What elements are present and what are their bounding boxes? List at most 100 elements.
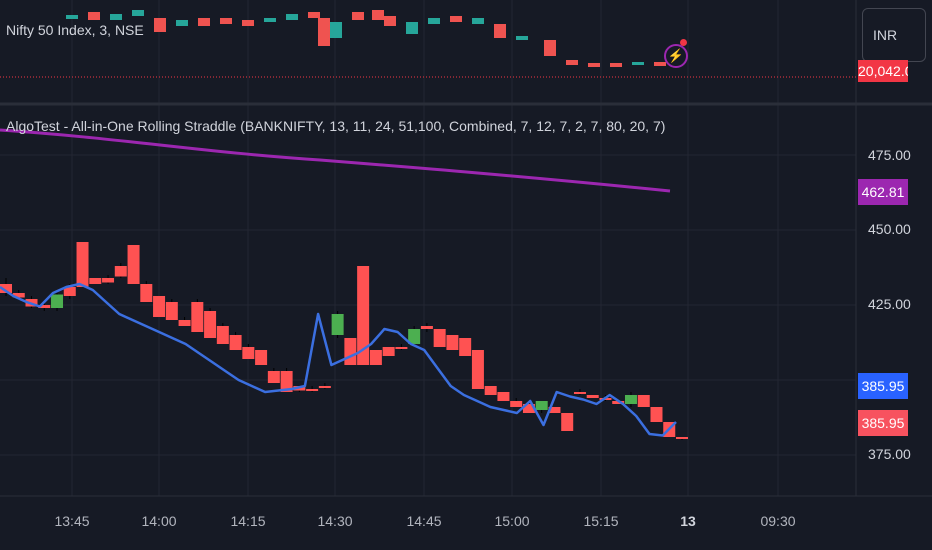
straddle-candle xyxy=(612,401,625,404)
straddle-candle xyxy=(0,284,12,293)
straddle-candle xyxy=(344,338,357,365)
lightning-icon[interactable]: ⚡ xyxy=(664,44,688,68)
straddle-candle xyxy=(624,395,637,404)
straddle-candle xyxy=(318,386,331,388)
nifty-candle xyxy=(566,60,578,65)
x-tick-label: 13 xyxy=(680,513,696,529)
nifty-candle xyxy=(286,14,298,20)
nifty-candle xyxy=(176,20,188,26)
nifty-candle xyxy=(450,16,462,22)
straddle-candle xyxy=(204,311,217,338)
currency-button[interactable]: INR xyxy=(862,8,926,62)
sma-path xyxy=(0,128,671,193)
straddle-candle xyxy=(63,287,76,296)
nifty-pane-title[interactable]: Nifty 50 Index, 3, NSE xyxy=(6,22,144,38)
straddle-candle xyxy=(459,338,472,356)
straddle-candle xyxy=(216,326,229,344)
nifty-candle xyxy=(220,18,232,24)
nifty-candle xyxy=(154,18,166,32)
straddle-candle xyxy=(548,407,561,413)
straddle-candle xyxy=(573,392,586,394)
x-tick-label: 14:30 xyxy=(317,513,353,529)
nifty-candle xyxy=(330,22,342,38)
straddle-candle xyxy=(433,329,446,347)
straddle-candle xyxy=(140,284,153,302)
straddle-price-tag: 385.95 xyxy=(858,373,908,399)
straddle-candle xyxy=(369,350,382,365)
straddle-candle xyxy=(420,326,433,329)
x-tick-label: 15:00 xyxy=(494,513,530,529)
nifty-candles xyxy=(66,10,666,67)
straddle-candle xyxy=(76,242,89,287)
straddle-candle xyxy=(510,401,523,407)
straddle-candle xyxy=(382,347,395,356)
nifty-candle xyxy=(654,62,666,66)
nifty-candle xyxy=(242,20,254,26)
nifty-price-tag: 20,042.00 xyxy=(858,60,908,82)
straddle-candle xyxy=(255,350,268,365)
x-tick-label: 15:15 xyxy=(583,513,619,529)
straddle-candle xyxy=(165,302,178,320)
straddle-candle xyxy=(306,389,319,391)
alert-dot xyxy=(680,39,687,46)
nifty-candle xyxy=(428,18,440,24)
nifty-candle xyxy=(384,16,396,26)
straddle-candle xyxy=(650,407,663,422)
y-tick-label: 475.00 xyxy=(868,147,911,163)
y-tick-label: 425.00 xyxy=(868,296,911,312)
straddle-candle xyxy=(12,293,25,298)
chart-grid xyxy=(0,0,932,497)
straddle-candle xyxy=(267,371,280,383)
y-tick-label: 375.00 xyxy=(868,446,911,462)
straddle-line xyxy=(0,282,677,437)
straddle-candle xyxy=(127,245,140,284)
nifty-candle xyxy=(494,24,506,38)
nifty-candle xyxy=(406,22,418,34)
nifty-candle xyxy=(544,40,556,56)
nifty-candle xyxy=(610,63,622,67)
straddle-candle xyxy=(191,302,204,332)
line-price-tag: 385.95 xyxy=(858,410,908,436)
y-tick-label: 450.00 xyxy=(868,221,911,237)
straddle-line-path xyxy=(0,282,677,437)
straddle-candle xyxy=(484,386,497,395)
straddle-candle xyxy=(178,320,191,326)
straddle-candle xyxy=(102,278,115,283)
sma-price-tag: 462.81 xyxy=(858,179,908,205)
nifty-candle xyxy=(66,15,78,19)
straddle-candle xyxy=(586,395,599,398)
straddle-candle xyxy=(153,296,166,317)
indicator-pane-title[interactable]: AlgoTest - All-in-One Rolling Straddle (… xyxy=(6,118,666,134)
nifty-candle xyxy=(88,12,100,20)
nifty-candle xyxy=(588,63,600,67)
straddle-candle xyxy=(114,266,127,277)
straddle-candle xyxy=(331,314,344,335)
straddle-candle xyxy=(522,404,535,413)
sma-line xyxy=(0,128,671,193)
nifty-candle xyxy=(472,18,484,24)
x-tick-label: 14:15 xyxy=(230,513,266,529)
straddle-candle xyxy=(561,413,574,431)
straddle-candle xyxy=(535,401,548,410)
straddle-candle xyxy=(637,395,650,407)
straddle-candle xyxy=(280,371,293,392)
straddle-candle xyxy=(51,294,64,308)
x-tick-label: 13:45 xyxy=(54,513,90,529)
straddle-candle xyxy=(676,437,688,439)
x-tick-label: 09:30 xyxy=(760,513,796,529)
nifty-candle xyxy=(352,12,364,20)
nifty-candle xyxy=(372,10,384,20)
x-tick-label: 14:00 xyxy=(141,513,177,529)
straddle-candle xyxy=(38,305,51,308)
nifty-candle xyxy=(516,36,528,40)
nifty-candle xyxy=(632,62,644,65)
straddle-candle xyxy=(395,347,408,349)
x-tick-label: 14:45 xyxy=(406,513,442,529)
straddle-candle xyxy=(242,347,255,359)
straddle-candle xyxy=(89,278,102,284)
straddle-candle xyxy=(471,350,484,389)
nifty-candle xyxy=(264,18,276,22)
nifty-candle xyxy=(132,10,144,16)
nifty-candle xyxy=(198,18,210,26)
